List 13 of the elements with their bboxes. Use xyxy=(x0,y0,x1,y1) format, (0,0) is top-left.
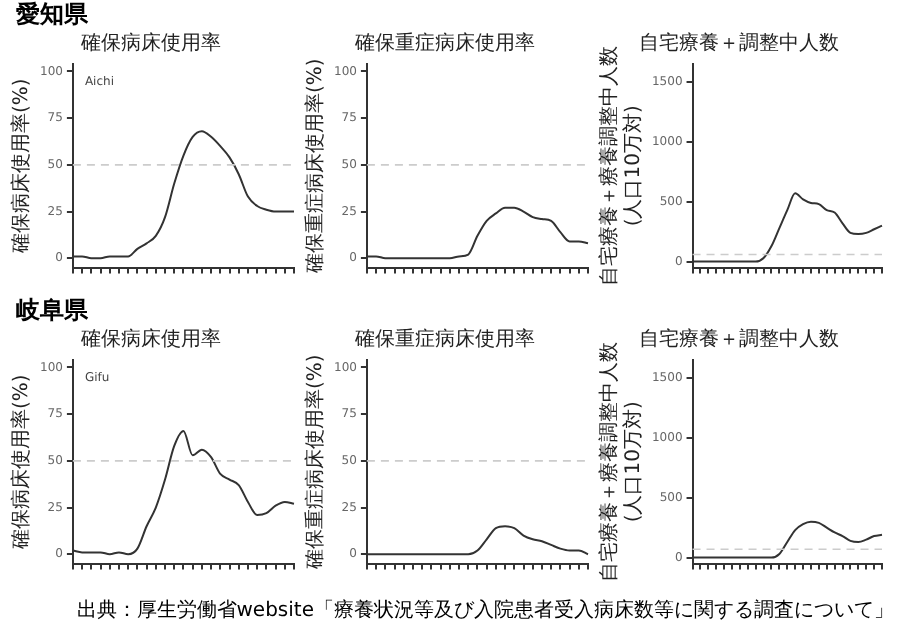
y-axis-title: 確保重症病床使用率(%) xyxy=(303,58,328,276)
text: 愛知県 xyxy=(16,0,88,28)
chart-title: 確保病床使用率 xyxy=(79,327,221,352)
source-note: 出典：厚生労働省website「療養状況等及び入院患者受入病床数等に関する調査について」 xyxy=(76,600,894,624)
y-axis-title: 確保病床使用率(%) xyxy=(9,78,34,256)
chart-title: 確保重症病床使用率 xyxy=(353,31,535,56)
y-axis-title: 確保病床使用率(%) xyxy=(9,374,34,552)
chart-title: 自宅療養＋調整中人数 xyxy=(639,31,839,56)
chart-title: 確保重症病床使用率 xyxy=(353,327,535,352)
y-axis-title: 確保重症病床使用率(%) xyxy=(303,354,328,572)
text: 岐阜県 xyxy=(16,296,88,324)
chart-title: 確保病床使用率 xyxy=(79,31,221,56)
chart-title: 自宅療養＋調整中人数 xyxy=(639,327,839,352)
